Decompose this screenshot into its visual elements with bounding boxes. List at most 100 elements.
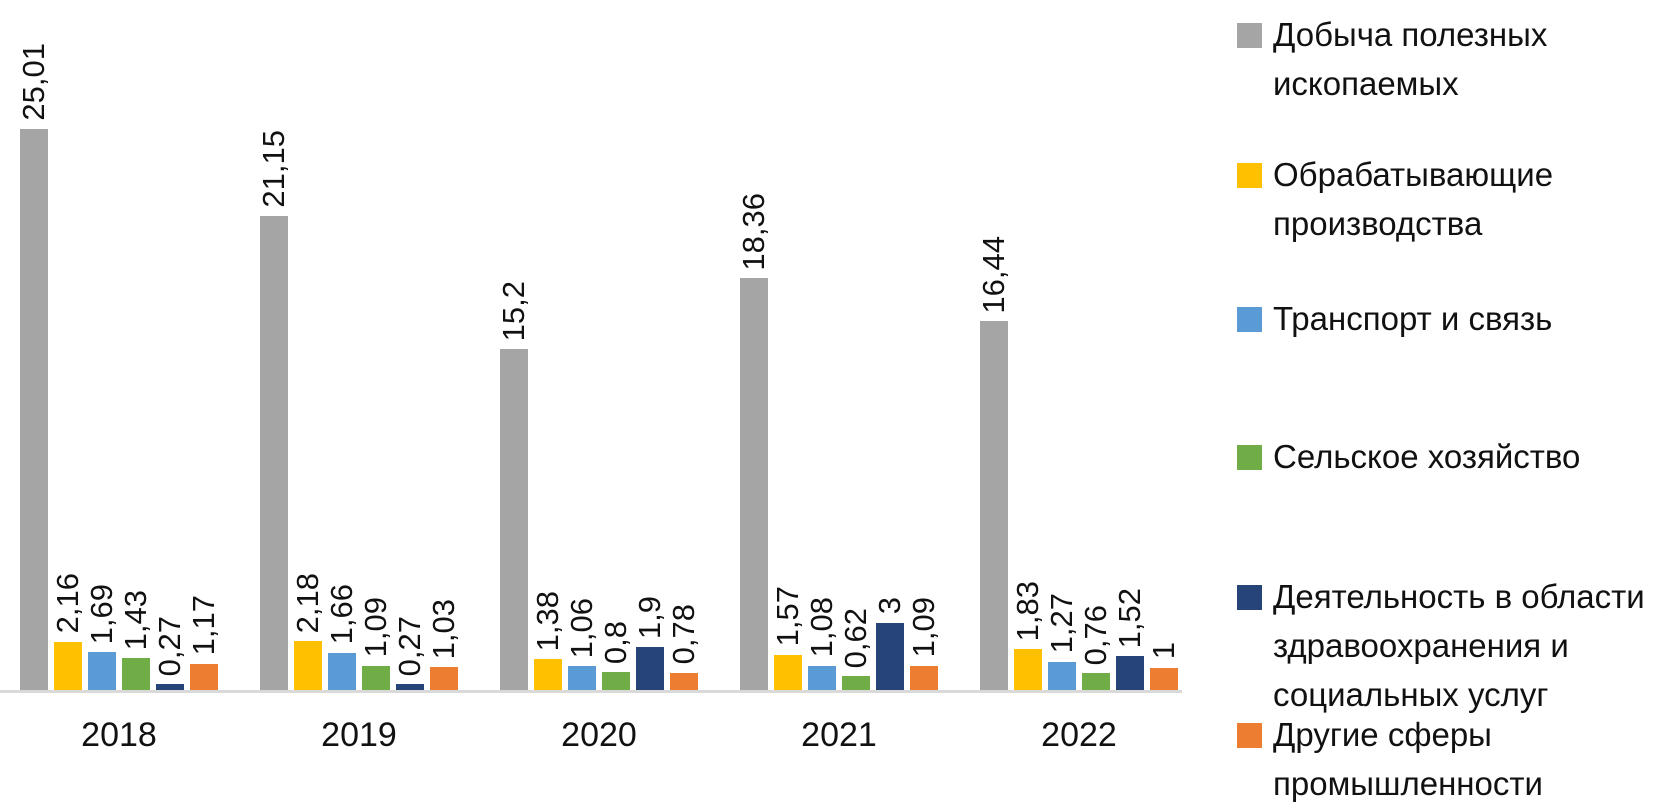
legend-label: Обрабатывающие производства [1273,156,1554,242]
bar-value-label: 1,17 [186,595,221,656]
legend-item-mining: Добыча полезных ископаемых [1237,10,1654,108]
bar-column-mining-2020: 15,2 [496,0,531,690]
bar-column-manufacturing-2018: 2,16 [50,0,85,690]
bar-transport-and-communication-2020 [568,666,596,690]
bar-other-industries-2022 [1150,667,1178,690]
bar-value-label: 0,27 [392,615,427,676]
bar-agriculture-2021 [842,676,870,690]
plot-area: 25,01 2,16 1,69 1,43 0,27 1,17 21,15 2,18 1,66 1,… [0,0,1182,693]
bar-value-label: 15,2 [496,280,531,342]
bar-value-label: 1,52 [1112,587,1147,648]
bar-mining-2019 [260,215,288,690]
bar-agriculture-2020 [602,672,630,690]
bar-transport-and-communication-2018 [88,652,116,690]
bar-value-label: 1,83 [1010,580,1045,641]
bar-other-industries-2021 [910,665,938,690]
bar-mining-2021 [740,278,768,690]
bar-agriculture-2022 [1082,673,1110,690]
category-group-2022: 16,44 1,83 1,27 0,76 1,52 1 [976,0,1181,690]
bar-column-transport-and-communication-2018: 1,69 [84,0,119,690]
bar-column-agriculture-2020: 0,8 [598,0,633,690]
bar-value-label: 1,09 [906,597,941,658]
legend-item-manufacturing: Обрабатывающие производства [1237,150,1654,248]
bar-column-healthcare-social-services-2022: 1,52 [1112,0,1147,690]
bar-value-label: 21,15 [256,130,291,208]
x-axis-label-2020: 2020 [561,716,637,754]
bar-column-other-industries-2020: 0,78 [666,0,701,690]
bar-mining-2018 [20,129,48,690]
bar-column-manufacturing-2019: 2,18 [290,0,325,690]
bar-value-label: 18,36 [736,192,771,271]
bar-healthcare-social-services-2022 [1116,655,1144,690]
bar-agriculture-2019 [362,665,390,690]
bar-column-manufacturing-2020: 1,38 [530,0,565,690]
bar-healthcare-social-services-2018 [156,683,184,690]
legend-label: Транспорт и связь [1273,300,1553,337]
legend-swatch-transport-and-communication [1237,307,1262,332]
bar-column-agriculture-2018: 1,43 [118,0,153,690]
legend-label: Добыча полезных ископаемых [1273,16,1548,102]
bar-column-other-industries-2021: 1,09 [906,0,941,690]
bar-transport-and-communication-2021 [808,665,836,690]
bar-value-label: 0,78 [666,604,701,665]
legend-item-healthcare-social-services: Деятельность в области здравоохранения и… [1237,572,1654,719]
bar-value-label: 1,27 [1044,593,1079,654]
bar-column-healthcare-social-services-2021: 3 [872,0,907,690]
bar-column-other-industries-2018: 1,17 [186,0,221,690]
bar-value-label: 1,38 [530,590,565,651]
bar-value-label: 2,18 [290,572,325,634]
bar-column-transport-and-communication-2019: 1,66 [324,0,359,690]
bar-manufacturing-2021 [774,654,802,690]
bar-column-transport-and-communication-2022: 1,27 [1044,0,1079,690]
bar-value-label: 16,44 [976,235,1011,314]
bar-value-label: 0,76 [1078,604,1113,665]
bar-healthcare-social-services-2020 [636,647,664,690]
bar-column-healthcare-social-services-2020: 1,9 [632,0,667,690]
legend-swatch-healthcare-social-services [1237,585,1262,610]
legend-swatch-other-industries [1237,723,1262,748]
legend-swatch-manufacturing [1237,163,1262,188]
bar-manufacturing-2018 [54,641,82,690]
category-group-2021: 18,36 1,57 1,08 0,62 3 1,09 [736,0,941,690]
legend-item-other-industries: Другие сферы промышленности [1237,710,1654,808]
bar-value-label: 1,08 [804,597,839,658]
bar-manufacturing-2020 [534,659,562,690]
bar-column-agriculture-2021: 0,62 [838,0,873,690]
bar-column-other-industries-2019: 1,03 [426,0,461,690]
bar-healthcare-social-services-2021 [876,622,904,690]
legend-item-transport-and-communication: Транспорт и связь [1237,294,1654,343]
bar-mining-2022 [980,321,1008,690]
bar-column-agriculture-2019: 1,09 [358,0,393,690]
bar-other-industries-2018 [190,663,218,690]
bar-value-label: 2,16 [50,573,85,634]
bar-column-mining-2018: 25,01 [16,0,51,690]
bar-value-label: 1,66 [324,584,359,645]
bar-column-agriculture-2022: 0,76 [1078,0,1113,690]
bar-value-label: 1,69 [84,583,119,645]
bar-value-label: 25,01 [16,43,51,121]
legend: Добыча полезных ископаемых Обрабатывающие… [1237,0,1654,806]
bar-other-industries-2019 [430,666,458,690]
bar-transport-and-communication-2022 [1048,661,1076,690]
bar-value-label: 1,43 [118,589,153,650]
bar-value-label: 1 [1146,642,1181,660]
bar-healthcare-social-services-2019 [396,683,424,690]
x-axis-label-2018: 2018 [81,716,157,754]
bar-column-healthcare-social-services-2018: 0,27 [152,0,187,690]
bar-value-label: 1,03 [426,598,461,659]
bar-value-label: 3 [872,597,907,615]
bar-value-label: 1,57 [770,586,805,647]
x-axis-labels: 2018 2019 2020 2021 2022 [0,716,1182,755]
bar-manufacturing-2022 [1014,649,1042,690]
x-axis-label-2022: 2022 [1041,716,1117,754]
bar-value-label: 1,09 [358,597,393,658]
legend-label: Деятельность в области здравоохранения и… [1273,578,1645,713]
bar-mining-2020 [500,349,528,690]
bar-column-other-industries-2022: 1 [1146,0,1181,690]
category-group-2019: 21,15 2,18 1,66 1,09 0,27 1,03 [256,0,461,690]
bar-value-label: 0,27 [152,615,187,676]
bar-value-label: 0,8 [598,621,633,665]
bar-column-mining-2022: 16,44 [976,0,1011,690]
bar-value-label: 1,06 [564,597,599,659]
